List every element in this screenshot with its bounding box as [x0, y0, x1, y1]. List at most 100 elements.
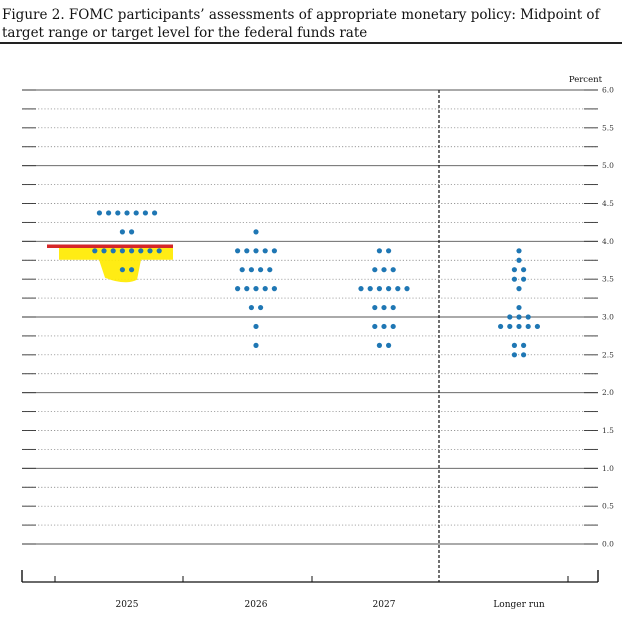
- participant-dot: [147, 248, 153, 254]
- participant-dot: [390, 304, 396, 311]
- participant-dot: [129, 229, 135, 235]
- highlight-marker: [59, 244, 173, 283]
- participant-dot: [258, 304, 264, 311]
- participant-dot: [404, 286, 410, 292]
- participant-dot: [386, 286, 392, 292]
- participant-dot: [516, 257, 522, 263]
- participant-dot: [133, 210, 139, 216]
- participant-dot: [119, 229, 125, 235]
- participant-dot: [239, 267, 245, 273]
- axes: [21, 90, 599, 583]
- participant-dot: [253, 229, 259, 235]
- participant-dot: [516, 286, 522, 292]
- title-rule: [0, 42, 622, 44]
- y-tick-label: 2.0: [602, 388, 614, 397]
- participant-dot: [129, 267, 135, 273]
- figure-title: Figure 2. FOMC participants’ assessments…: [2, 7, 600, 41]
- participant-dot: [129, 248, 135, 254]
- participant-dot: [376, 342, 382, 348]
- participant-dot: [516, 323, 522, 330]
- participant-dot: [386, 342, 392, 348]
- x-category-label: 2025: [116, 600, 139, 610]
- participant-dot: [386, 248, 392, 254]
- x-category-label: 2026: [245, 600, 268, 610]
- participant-dot: [534, 323, 541, 330]
- participant-dot: [253, 323, 259, 330]
- participant-dot: [507, 314, 513, 320]
- participant-dot: [96, 210, 102, 216]
- participant-dot: [390, 267, 396, 273]
- y-tick-label: 5.0: [602, 161, 614, 170]
- y-tick-label: 5.5: [602, 123, 614, 132]
- participant-dot: [525, 314, 531, 320]
- participant-dot: [258, 267, 264, 273]
- participant-dot: [262, 286, 268, 292]
- participant-dot: [138, 248, 144, 254]
- participant-dot: [511, 276, 517, 282]
- participant-dot: [271, 248, 277, 254]
- participant-dot: [235, 286, 241, 292]
- x-category-label: 2027: [373, 600, 396, 610]
- dots-layer: [92, 210, 541, 358]
- participant-dot: [390, 323, 396, 330]
- grid-lines: [22, 89, 598, 545]
- participant-dot: [358, 286, 364, 292]
- y-tick-label: 1.5: [602, 426, 614, 435]
- participant-dot: [262, 248, 268, 254]
- participant-dot: [525, 323, 531, 330]
- participant-dot: [381, 323, 387, 330]
- participant-dot: [376, 286, 382, 292]
- x-category-label: Longer run: [493, 600, 545, 610]
- participant-dot: [152, 210, 158, 216]
- participant-dot: [521, 352, 527, 358]
- participant-dot: [244, 286, 250, 292]
- participant-dot: [516, 314, 522, 320]
- participant-dot: [253, 342, 259, 348]
- participant-dot: [119, 267, 125, 273]
- participant-dot: [372, 304, 378, 311]
- participant-dot: [248, 304, 254, 311]
- participant-dot: [119, 248, 125, 254]
- participant-dot: [395, 286, 401, 292]
- participant-dot: [516, 248, 522, 254]
- participant-dot: [271, 286, 277, 292]
- participant-dot: [511, 342, 517, 348]
- y-axis-label: Percent: [569, 75, 603, 85]
- y-tick-label: 2.5: [602, 350, 614, 359]
- participant-dot: [381, 304, 387, 311]
- participant-dot: [253, 248, 259, 254]
- participant-dot: [244, 248, 250, 254]
- participant-dot: [511, 267, 517, 273]
- participant-dot: [367, 286, 373, 292]
- participant-dot: [253, 286, 259, 292]
- participant-dot: [372, 323, 378, 330]
- labels-layer: 0.0 0.5 1.0 1.5 2.0 2.5 3.0 3.5 4.0 4.5 5.0 5.5 6.0P…: [116, 75, 615, 610]
- participant-dot: [376, 248, 382, 254]
- participant-dot: [235, 248, 241, 254]
- participant-dot: [156, 248, 162, 254]
- participant-dot: [115, 210, 121, 216]
- participant-dot: [511, 352, 517, 358]
- participant-dot: [106, 210, 112, 216]
- participant-dot: [516, 304, 522, 311]
- participant-dot: [381, 267, 387, 273]
- y-tick-label: 3.5: [602, 275, 614, 284]
- participant-dot: [248, 267, 254, 273]
- participant-dot: [521, 276, 527, 282]
- participant-dot: [92, 248, 98, 254]
- participant-dot: [267, 267, 273, 273]
- y-tick-label: 6.0: [602, 86, 614, 95]
- highlight-layer: [47, 244, 173, 283]
- participant-dot: [142, 210, 148, 216]
- participant-dot: [110, 248, 116, 254]
- participant-dot: [521, 267, 527, 273]
- participant-dot: [507, 323, 513, 330]
- participant-dot: [521, 342, 527, 348]
- participant-dot: [372, 267, 378, 273]
- y-tick-label: 0.0: [602, 540, 614, 549]
- participant-dot: [498, 323, 504, 330]
- y-tick-label: 3.0: [602, 313, 614, 322]
- participant-dot: [101, 248, 107, 254]
- y-tick-label: 4.5: [602, 199, 614, 208]
